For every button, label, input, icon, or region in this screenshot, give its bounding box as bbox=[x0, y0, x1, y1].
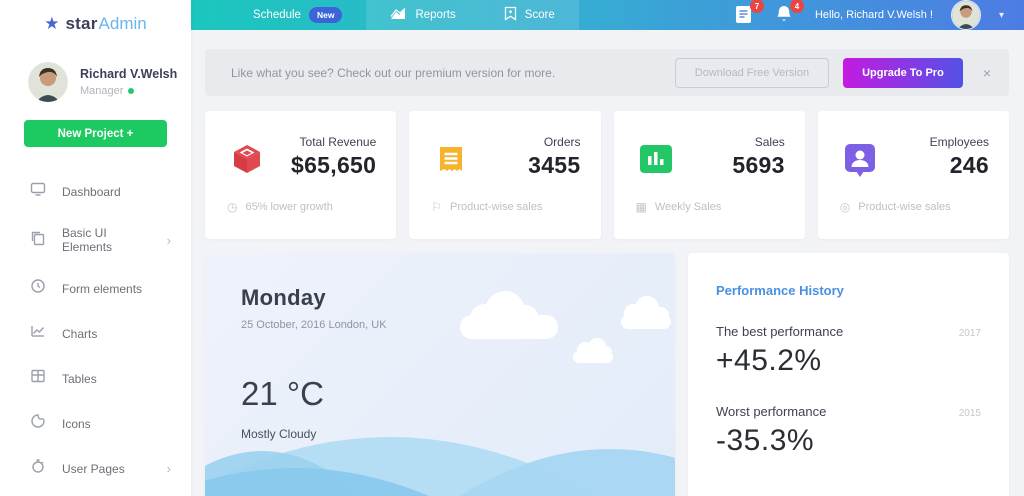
sidebar-menu: Dashboard Basic UI Elements › Form eleme… bbox=[0, 157, 191, 491]
best-performance-entry: The best performance 2017 +45.2% bbox=[716, 324, 981, 378]
stat-value: $65,650 bbox=[291, 152, 377, 178]
stat-value: 5693 bbox=[732, 152, 785, 178]
stat-footer-text: Weekly Sales bbox=[654, 201, 722, 213]
performance-history-title: Performance History bbox=[716, 283, 844, 298]
worst-performance-entry: Worst performance 2015 -35.3% bbox=[716, 404, 981, 458]
weather-card[interactable]: Monday 25 October, 2016 London, UK 21 °C… bbox=[205, 253, 675, 496]
user-greeting: Hello, Richard V.Welsh ! bbox=[814, 9, 933, 21]
receipt-icon bbox=[431, 139, 471, 179]
perf-value: +45.2% bbox=[716, 344, 822, 377]
person-pin-icon bbox=[840, 139, 880, 179]
area-chart-icon bbox=[390, 7, 407, 23]
calendar-icon: ▦ bbox=[635, 200, 647, 214]
stat-title: Employees bbox=[929, 135, 989, 149]
messages-button[interactable]: 7 bbox=[735, 0, 764, 26]
avatar[interactable] bbox=[950, 0, 981, 30]
stat-card-orders[interactable]: Orders 3455 ⚐ Product-wise sales bbox=[409, 111, 601, 239]
shapes-icon bbox=[30, 413, 46, 434]
stat-title: Sales bbox=[754, 135, 785, 149]
nav-tabs: Schedule New Reports Score bbox=[229, 0, 579, 30]
online-status-dot bbox=[128, 88, 135, 94]
stat-title: Orders bbox=[543, 135, 581, 149]
chevron-right-icon: › bbox=[166, 461, 171, 476]
stopwatch-icon bbox=[30, 458, 46, 479]
brand-name-bold: star bbox=[65, 14, 98, 33]
stat-value: 3455 bbox=[528, 152, 581, 178]
perf-label: The best performance bbox=[716, 324, 844, 339]
tab-schedule[interactable]: Schedule New bbox=[229, 0, 366, 30]
cube-icon bbox=[227, 139, 267, 179]
stat-card-employees[interactable]: Employees 246 ◎ Product-wise sales bbox=[817, 111, 1009, 239]
new-project-button[interactable]: New Project + bbox=[24, 120, 167, 147]
weather-day: Monday bbox=[241, 285, 326, 310]
stat-footer-text: Product-wise sales bbox=[858, 201, 951, 213]
weather-illustration bbox=[205, 291, 675, 496]
tab-reports[interactable]: Reports bbox=[366, 0, 480, 30]
stat-footer-text: Product-wise sales bbox=[450, 201, 543, 213]
alerts-count-badge: 4 bbox=[789, 0, 804, 13]
dashboard-icon bbox=[30, 181, 46, 202]
sidebar: ★ star Admin Richard V.Welsh Manager New… bbox=[0, 0, 191, 496]
tab-score[interactable]: Score bbox=[479, 0, 579, 30]
close-icon[interactable]: × bbox=[982, 64, 991, 81]
brand-logo[interactable]: ★ star Admin bbox=[0, 0, 191, 48]
stat-title: Total Revenue bbox=[299, 135, 377, 149]
sidebar-item-user-pages[interactable]: User Pages › bbox=[0, 446, 191, 491]
banner-message: Like what you see? Check out our premium… bbox=[231, 65, 556, 80]
perf-label: Worst performance bbox=[716, 404, 827, 419]
perf-year: 2015 bbox=[958, 408, 981, 419]
navbar-right: 7 4 Hello, Richard V.Welsh ! ▾ bbox=[735, 0, 1024, 30]
copy-icon bbox=[30, 230, 46, 251]
chevron-down-icon[interactable]: ▾ bbox=[998, 9, 1004, 21]
upgrade-to-pro-button[interactable]: Upgrade To Pro bbox=[843, 57, 963, 88]
notifications-button[interactable]: 4 bbox=[775, 0, 804, 26]
main-content: Like what you see? Check out our premium… bbox=[191, 30, 1024, 496]
brand-name-light: Admin bbox=[98, 14, 147, 33]
clock-icon: ◷ bbox=[227, 200, 238, 214]
stat-footer-text: 65% lower growth bbox=[245, 201, 333, 213]
perf-value: -35.3% bbox=[716, 424, 815, 457]
sidebar-item-icons[interactable]: Icons bbox=[0, 401, 191, 446]
avatar bbox=[28, 62, 68, 102]
bar-chart-icon bbox=[636, 139, 676, 179]
stat-value: 246 bbox=[949, 152, 989, 178]
table-icon bbox=[30, 368, 46, 389]
new-badge: New bbox=[308, 7, 343, 23]
perf-year: 2017 bbox=[958, 328, 981, 339]
chevron-right-icon: › bbox=[166, 232, 171, 248]
sidebar-item-basic-ui-elements[interactable]: Basic UI Elements › bbox=[0, 214, 191, 266]
messages-count-badge: 7 bbox=[749, 0, 764, 13]
chart-line-icon bbox=[30, 323, 46, 344]
weather-date: 25 October, 2016 London, UK bbox=[241, 319, 387, 331]
form-icon bbox=[30, 278, 46, 299]
bookmark-icon bbox=[504, 6, 517, 24]
weather-temperature: 21 °C bbox=[241, 375, 324, 412]
weather-condition: Mostly Cloudy bbox=[241, 427, 317, 441]
stat-card-total-revenue[interactable]: Total Revenue $65,650 ◷ 65% lower growth bbox=[205, 111, 397, 239]
profile-role: Manager bbox=[80, 85, 124, 97]
sidebar-item-form-elements[interactable]: Form elements bbox=[0, 266, 191, 311]
user-profile[interactable]: Richard V.Welsh Manager bbox=[0, 48, 191, 114]
sidebar-item-charts[interactable]: Charts bbox=[0, 311, 191, 356]
profile-name: Richard V.Welsh bbox=[80, 67, 178, 81]
download-free-version-button[interactable]: Download Free Version bbox=[674, 57, 830, 88]
star-icon: ★ bbox=[44, 14, 60, 33]
top-navbar: Schedule New Reports Score 7 bbox=[191, 0, 1024, 30]
target-icon: ◎ bbox=[839, 200, 851, 214]
sidebar-item-dashboard[interactable]: Dashboard bbox=[0, 169, 191, 214]
premium-banner: Like what you see? Check out our premium… bbox=[205, 49, 1009, 96]
flag-icon: ⚐ bbox=[431, 200, 443, 214]
performance-history-card[interactable]: Performance History The best performance… bbox=[688, 253, 1009, 496]
stat-card-sales[interactable]: Sales 5693 ▦ Weekly Sales bbox=[613, 111, 805, 239]
stats-row: Total Revenue $65,650 ◷ 65% lower growth bbox=[205, 111, 1009, 239]
sidebar-item-tables[interactable]: Tables bbox=[0, 356, 191, 401]
